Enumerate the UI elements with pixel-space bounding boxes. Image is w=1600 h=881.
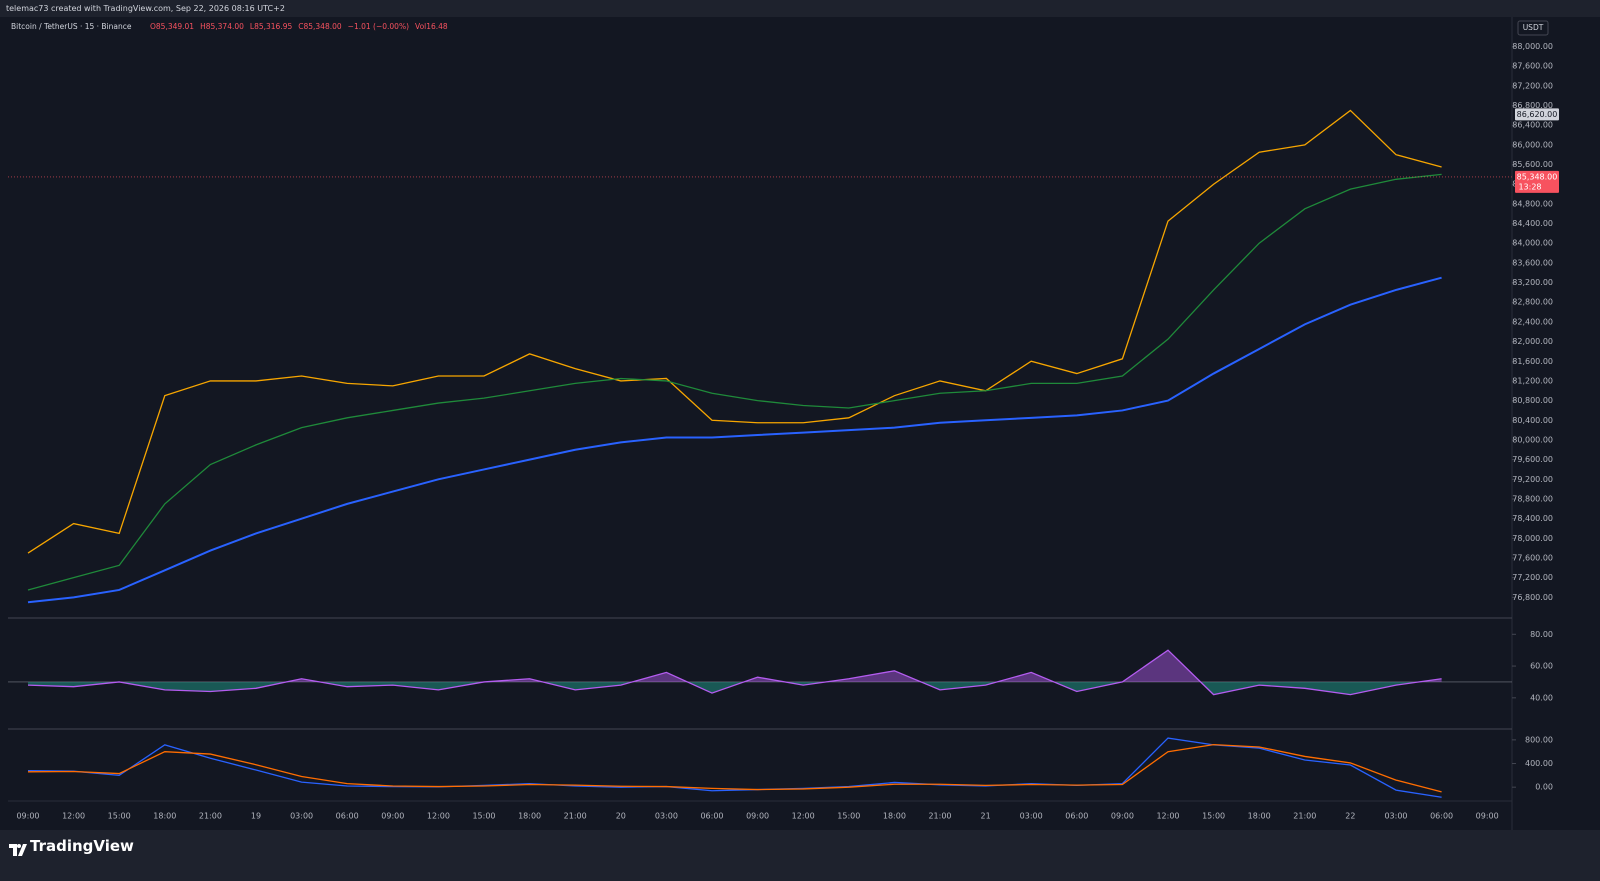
brand-logo — [9, 844, 27, 856]
y-tick-label: 84,000.00 — [1512, 239, 1553, 248]
header-text: telemac73 created with TradingView.com, … — [6, 4, 285, 13]
time-label: 09:00 — [381, 812, 404, 821]
time-label: 15:00 — [837, 812, 860, 821]
time-label: 12:00 — [62, 812, 85, 821]
price-tag — [1515, 108, 1559, 121]
time-label: 09:00 — [16, 812, 39, 821]
y-tick-label: 79,200.00 — [1512, 475, 1553, 484]
time-label: 22 — [1345, 812, 1355, 821]
time-label: 03:00 — [290, 812, 313, 821]
y-tick-label: 79,600.00 — [1512, 455, 1553, 464]
y-tick-label: 400.00 — [1525, 759, 1553, 768]
time-label: 21:00 — [564, 812, 587, 821]
y-tick-label: 83,200.00 — [1512, 278, 1553, 287]
time-label: 06:00 — [700, 812, 723, 821]
top-bar: telemac73 created with TradingView.com, … — [0, 0, 1600, 17]
y-tick-label: 87,600.00 — [1512, 62, 1553, 71]
time-label: 18:00 — [153, 812, 176, 821]
countdown: 13:28 — [1518, 182, 1541, 191]
y-tick-label: 80,000.00 — [1512, 435, 1553, 444]
bottom-bar: TradingView — [0, 830, 1600, 881]
ohlc-value: O85,349.01 — [150, 22, 194, 31]
currency-button[interactable] — [1517, 20, 1549, 36]
y-tick-label: 78,400.00 — [1512, 514, 1553, 523]
y-tick-label: 40.00 — [1530, 693, 1553, 702]
time-label: 21:00 — [928, 812, 951, 821]
ohlc-value: Vol16.48 — [415, 22, 448, 31]
series-line — [27, 173, 1442, 591]
time-label: 06:00 — [1430, 812, 1453, 821]
time-label: 09:00 — [1111, 812, 1134, 821]
time-label: 09:00 — [746, 812, 769, 821]
ohlc-value: C85,348.00 — [298, 22, 342, 31]
currency-label[interactable]: USDT — [1523, 23, 1544, 32]
series-line — [27, 276, 1442, 604]
time-label: 03:00 — [655, 812, 678, 821]
y-tick-label: 84,800.00 — [1512, 199, 1553, 208]
y-tick-label: 800.00 — [1525, 735, 1553, 744]
y-tick-label: 85,600.00 — [1512, 160, 1553, 169]
y-tick-label: 77,600.00 — [1512, 553, 1553, 562]
time-label: 12:00 — [427, 812, 450, 821]
time-label: 15:00 — [472, 812, 495, 821]
price-tag-label: 86,620.00 — [1517, 110, 1558, 119]
ohlc-value: H85,374.00 — [200, 22, 244, 31]
y-tick-label: 81,200.00 — [1512, 376, 1553, 385]
time-label: 20 — [616, 812, 626, 821]
ohlc-value: −1.01 (−0.00%) — [348, 22, 409, 31]
chart-background — [0, 17, 1600, 830]
y-tick-label: 84,400.00 — [1512, 219, 1553, 228]
y-tick-label: 82,400.00 — [1512, 317, 1553, 326]
series-line — [27, 743, 1442, 793]
y-tick-label: 0.00 — [1535, 783, 1553, 792]
y-tick-label: 80,800.00 — [1512, 396, 1553, 405]
time-label: 18:00 — [518, 812, 541, 821]
y-tick-label: 83,600.00 — [1512, 258, 1553, 267]
time-label: 12:00 — [1156, 812, 1179, 821]
y-tick-label: 81,600.00 — [1512, 357, 1553, 366]
series-line — [27, 109, 1442, 554]
y-tick-label: 78,800.00 — [1512, 494, 1553, 503]
chart: Bitcoin / TetherUS · 15 · Binance USDT O… — [0, 17, 1600, 830]
y-tick-label: 76,800.00 — [1512, 593, 1553, 602]
series-line — [27, 737, 1442, 798]
price-tag — [1515, 170, 1559, 193]
time-label: 03:00 — [1020, 812, 1043, 821]
time-label: 06:00 — [1065, 812, 1088, 821]
time-label: 15:00 — [108, 812, 131, 821]
time-label: 21 — [981, 812, 991, 821]
time-label: 09:00 — [1476, 812, 1499, 821]
y-tick-label: 82,800.00 — [1512, 298, 1553, 307]
time-label: 18:00 — [883, 812, 906, 821]
y-tick-label: 80,400.00 — [1512, 416, 1553, 425]
time-label: 15:00 — [1202, 812, 1225, 821]
y-tick-label: 82,000.00 — [1512, 337, 1553, 346]
y-tick-label: 60.00 — [1530, 662, 1553, 671]
time-label: 18:00 — [1248, 812, 1271, 821]
y-tick-label: 87,200.00 — [1512, 81, 1553, 90]
area-fill — [28, 650, 1442, 682]
y-tick-label: 86,000.00 — [1512, 140, 1553, 149]
time-label: 21:00 — [199, 812, 222, 821]
price-tag-label: 85,348.00 — [1517, 172, 1558, 181]
y-tick-label: 77,200.00 — [1512, 573, 1553, 582]
time-label: 12:00 — [792, 812, 815, 821]
y-tick-label: 86,400.00 — [1512, 121, 1553, 130]
y-tick-label: 86,800.00 — [1512, 101, 1553, 110]
y-tick-label: 88,000.00 — [1512, 42, 1553, 51]
ohlc-value: L85,316.95 — [250, 22, 293, 31]
time-label: 19 — [251, 812, 261, 821]
y-tick-label: 80.00 — [1530, 630, 1553, 639]
brand-name: TradingView — [30, 837, 134, 855]
y-tick-label: 78,000.00 — [1512, 534, 1553, 543]
time-label: 21:00 — [1293, 812, 1316, 821]
series-line — [27, 649, 1442, 696]
symbol-legend: Bitcoin / TetherUS · 15 · Binance — [11, 22, 132, 31]
time-label: 06:00 — [336, 812, 359, 821]
time-label: 03:00 — [1384, 812, 1407, 821]
